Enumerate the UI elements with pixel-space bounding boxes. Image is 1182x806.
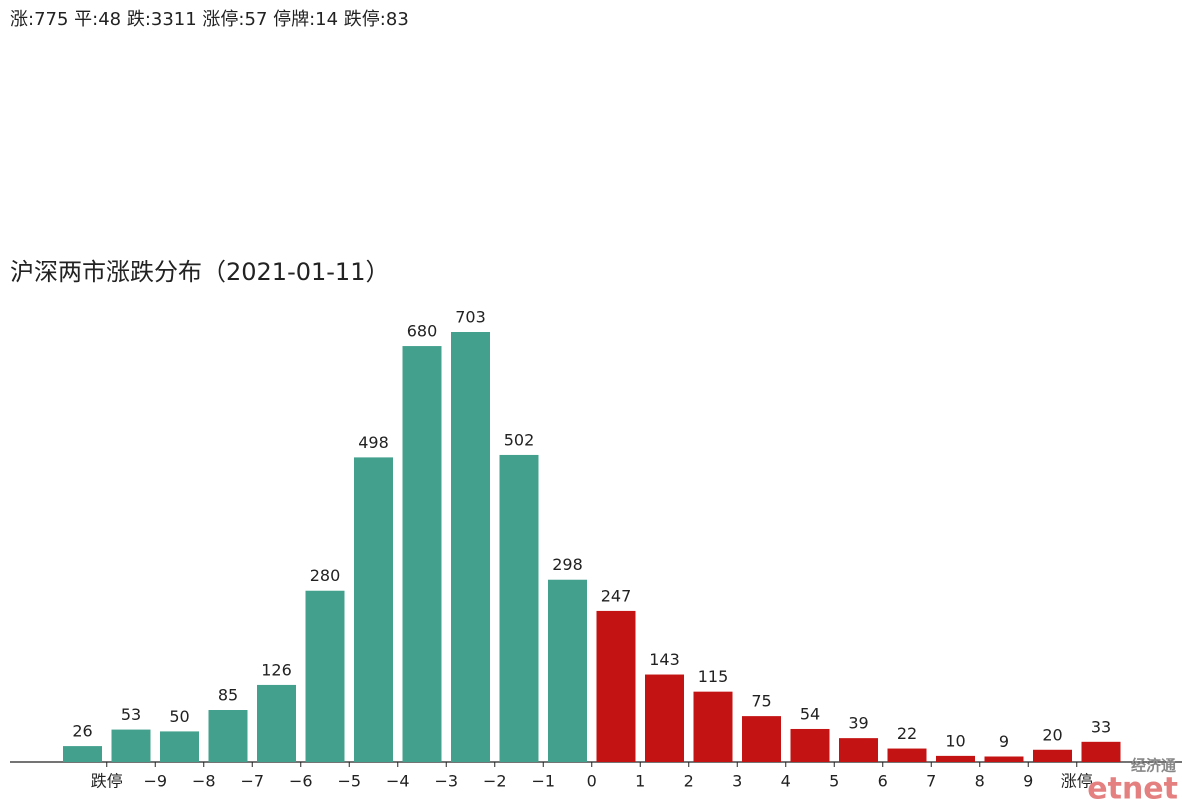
- value-label: 33: [1091, 717, 1111, 736]
- value-label: 75: [751, 692, 771, 711]
- x-tick-label: 3: [732, 772, 742, 791]
- value-label: 39: [848, 714, 868, 733]
- bar: [839, 738, 878, 762]
- bar: [645, 674, 684, 762]
- value-label: 10: [945, 731, 965, 750]
- value-label: 53: [121, 705, 141, 724]
- x-tick-label: 1: [635, 772, 645, 791]
- bar: [402, 346, 442, 762]
- bar: [257, 684, 296, 762]
- watermark-en: etnet: [1087, 772, 1178, 803]
- x-tick-label: −7: [240, 772, 264, 791]
- x-tick-label: 8: [975, 772, 985, 791]
- x-tick-label: 5: [829, 772, 839, 791]
- x-tick-label: 6: [878, 772, 888, 791]
- bar: [1081, 741, 1121, 762]
- bar: [208, 710, 248, 762]
- bar: [451, 332, 490, 762]
- bar: [790, 728, 830, 762]
- bar: [305, 590, 345, 762]
- bar: [596, 610, 636, 762]
- bar: [887, 748, 927, 762]
- value-label: 115: [698, 667, 729, 686]
- value-label: 680: [407, 322, 438, 341]
- x-tick-label: −4: [386, 772, 410, 791]
- value-label: 9: [999, 732, 1009, 751]
- value-label: 22: [897, 724, 917, 743]
- value-label: 703: [455, 308, 486, 327]
- value-label: 126: [261, 660, 292, 679]
- watermark-cn: 经济通: [1131, 757, 1176, 775]
- x-tick-label: 4: [781, 772, 791, 791]
- x-tick-label: 7: [926, 772, 936, 791]
- bar: [499, 454, 539, 762]
- bar: [548, 579, 587, 762]
- x-tick-label: 9: [1023, 772, 1033, 791]
- x-tick-label: −5: [337, 772, 361, 791]
- x-tick-label: 2: [684, 772, 694, 791]
- bar: [693, 691, 733, 762]
- value-label: 298: [552, 555, 583, 574]
- bar: [354, 457, 393, 762]
- value-label: 26: [72, 722, 92, 741]
- bar: [111, 729, 151, 762]
- value-label: 85: [218, 686, 238, 705]
- bar: [63, 746, 102, 762]
- chart-title: 沪深两市涨跌分布（2021-01-11）: [10, 258, 389, 286]
- bar: [936, 755, 975, 762]
- x-tick-label: 0: [587, 772, 597, 791]
- value-label: 50: [169, 707, 189, 726]
- value-label: 54: [800, 704, 820, 723]
- bar: [984, 756, 1024, 762]
- bar: [742, 716, 781, 762]
- x-tick-label: −1: [531, 772, 555, 791]
- x-tick-label: −8: [192, 772, 216, 791]
- x-tick-label: 涨停: [1061, 772, 1093, 791]
- value-label: 143: [649, 650, 680, 669]
- value-label: 498: [358, 433, 389, 452]
- x-tick-label: −9: [143, 772, 167, 791]
- value-label: 247: [601, 586, 632, 605]
- value-label: 20: [1042, 725, 1062, 744]
- x-tick-label: −2: [483, 772, 507, 791]
- value-label: 502: [504, 430, 535, 449]
- value-label: 280: [310, 566, 341, 585]
- bar: [160, 731, 199, 762]
- bar: [1033, 749, 1072, 762]
- x-tick-label: −6: [289, 772, 313, 791]
- x-tick-label: 跌停: [91, 772, 123, 791]
- summary: 涨:775 平:48 跌:3311 涨停:57 停牌:14 跌停:83: [10, 9, 409, 30]
- x-tick-label: −3: [434, 772, 458, 791]
